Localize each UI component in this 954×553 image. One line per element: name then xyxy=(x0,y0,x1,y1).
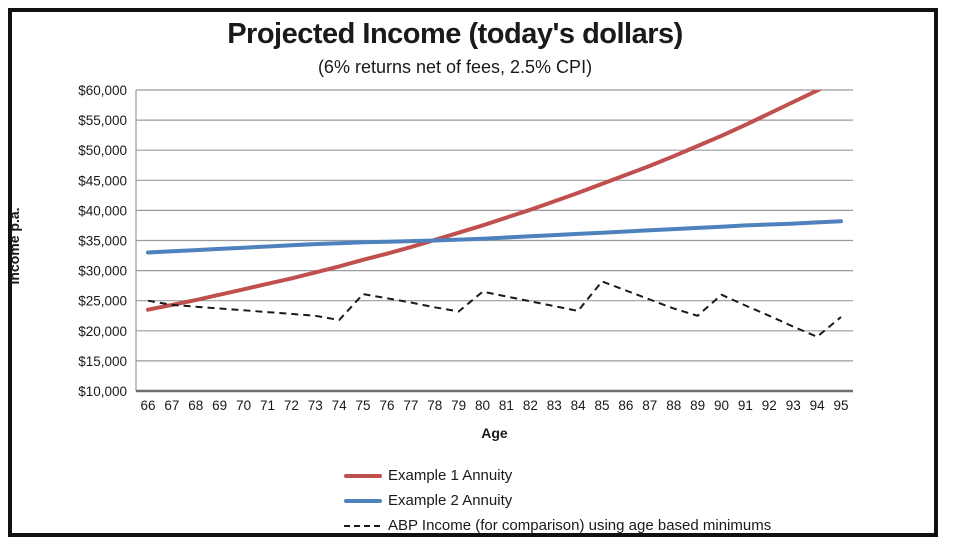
legend: Example 1 Annuity Example 2 Annuity ABP … xyxy=(344,463,771,538)
x-axis-title: Age xyxy=(481,425,508,441)
x-tick-label: 90 xyxy=(714,398,729,413)
series-line-0 xyxy=(146,90,823,312)
series-line-2 xyxy=(147,280,842,338)
blue-line-swatch xyxy=(344,498,382,503)
title-block: Projected Income (today's dollars) (6% r… xyxy=(0,18,910,78)
legend-item-example-1-annuity: Example 1 Annuity xyxy=(344,463,771,488)
figure-border xyxy=(8,8,938,537)
x-tick-label: 93 xyxy=(786,398,801,413)
y-tick-label: $55,000 xyxy=(78,113,127,128)
x-tick-label: 71 xyxy=(260,398,275,413)
x-tick-label: 79 xyxy=(451,398,466,413)
x-tick-label: 77 xyxy=(403,398,418,413)
x-tick-label: 92 xyxy=(762,398,777,413)
x-tick-label: 66 xyxy=(140,398,155,413)
red-line-swatch xyxy=(344,473,382,478)
x-tick-label: 94 xyxy=(810,398,826,413)
x-tick-label: 67 xyxy=(164,398,179,413)
legend-item-abp-income: ABP Income (for comparison) using age ba… xyxy=(344,513,771,538)
legend-item-example-2-annuity: Example 2 Annuity xyxy=(344,488,771,513)
x-tick-label: 82 xyxy=(523,398,538,413)
series-line-1 xyxy=(146,219,843,255)
x-tick-label: 91 xyxy=(738,398,753,413)
x-tick-label: 83 xyxy=(547,398,562,413)
legend-label: Example 2 Annuity xyxy=(388,492,513,509)
dashed-line-swatch xyxy=(344,524,382,527)
x-tick-label: 78 xyxy=(427,398,442,413)
y-tick-label: $45,000 xyxy=(78,173,127,188)
y-tick-label: $30,000 xyxy=(78,264,127,279)
x-tick-label: 70 xyxy=(236,398,251,413)
y-tick-label: $10,000 xyxy=(78,384,127,399)
x-tick-label: 86 xyxy=(618,398,633,413)
x-tick-label: 73 xyxy=(308,398,323,413)
y-tick-label: $50,000 xyxy=(78,143,127,158)
x-tick-label: 72 xyxy=(284,398,299,413)
y-tick-label: $20,000 xyxy=(78,324,127,339)
x-tick-label: 95 xyxy=(833,398,848,413)
chart-subtitle: (6% returns net of fees, 2.5% CPI) xyxy=(317,57,593,77)
x-tick-label: 69 xyxy=(212,398,227,413)
x-tick-label: 74 xyxy=(332,398,348,413)
x-tick-label: 85 xyxy=(595,398,610,413)
chart-title: Projected Income (today's dollars) xyxy=(227,18,683,50)
x-tick-label: 81 xyxy=(499,398,514,413)
x-tick-label: 87 xyxy=(642,398,657,413)
y-tick-label: $25,000 xyxy=(78,294,127,309)
x-tick-label: 84 xyxy=(571,398,587,413)
x-tick-label: 89 xyxy=(690,398,705,413)
y-tick-label: $15,000 xyxy=(78,354,127,369)
y-tick-label: $40,000 xyxy=(78,203,127,218)
x-tick-label: 75 xyxy=(356,398,371,413)
x-tick-label: 68 xyxy=(188,398,203,413)
x-tick-label: 88 xyxy=(666,398,681,413)
y-tick-label: $35,000 xyxy=(78,234,127,249)
legend-label: ABP Income (for comparison) using age ba… xyxy=(388,517,772,534)
y-axis-title: Income p.a. xyxy=(6,207,22,285)
x-tick-label: 76 xyxy=(379,398,394,413)
legend-label: Example 1 Annuity xyxy=(388,467,513,484)
x-tick-label: 80 xyxy=(475,398,490,413)
y-tick-label: $60,000 xyxy=(78,83,127,98)
